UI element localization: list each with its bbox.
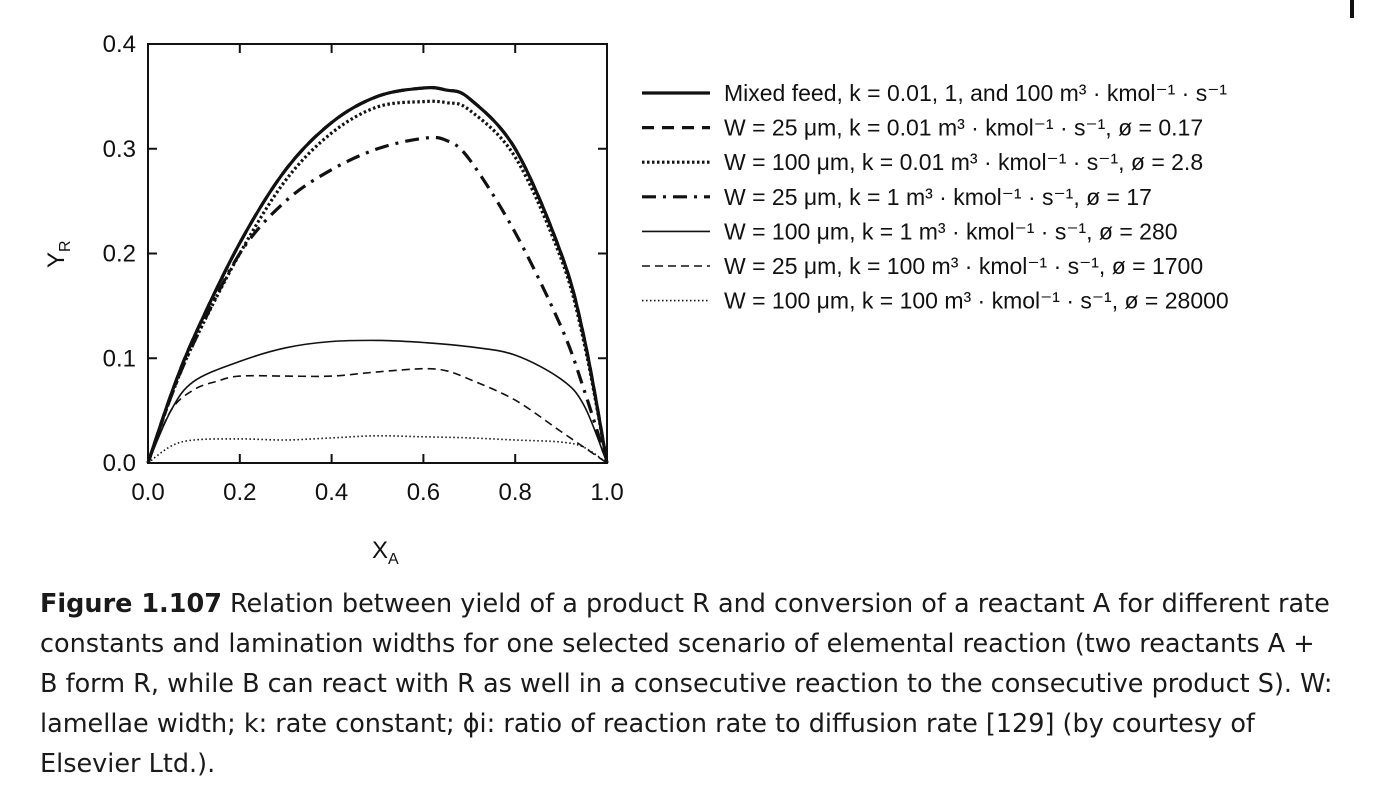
series-line-6 bbox=[147, 367, 608, 464]
plot-frame bbox=[147, 43, 608, 464]
x-axis-label-main: X bbox=[372, 537, 388, 564]
legend-label-1: Mixed feed, k = 0.01, 1, and 100 m³ · km… bbox=[724, 80, 1227, 106]
x-tick-label: 0.6 bbox=[407, 479, 440, 506]
series-line-2 bbox=[146, 86, 609, 464]
series-line-7 bbox=[147, 434, 608, 464]
y-axis-label-main: Y bbox=[43, 252, 70, 268]
legend: Mixed feed, k = 0.01, 1, and 100 m³ · km… bbox=[642, 80, 1229, 314]
yield-conversion-chart: 0.0 0.2 0.4 0.6 0.8 1.00.00.10.20.30.4 XA YR … bbox=[43, 31, 1229, 568]
x-axis-label-sub: A bbox=[388, 551, 399, 568]
legend-label-5: W = 100 μm, k = 1 m³ · kmol⁻¹ · s⁻¹, ø =… bbox=[724, 218, 1178, 244]
x-tick-label: 0.2 bbox=[223, 479, 256, 506]
x-axis-label: XA bbox=[372, 537, 399, 568]
y-tick-label: 0.3 bbox=[103, 136, 136, 163]
series-line-3 bbox=[146, 99, 609, 464]
x-tick-label: 0.0 bbox=[131, 479, 164, 506]
page-edge-mark bbox=[1350, 0, 1354, 18]
y-tick-label: 0.0 bbox=[103, 450, 136, 477]
figure-caption: Figure 1.107 Relation between yield of a … bbox=[40, 584, 1340, 784]
caption-label: Figure 1.107 bbox=[40, 589, 222, 619]
plot-lines bbox=[146, 86, 609, 464]
series-line-5 bbox=[147, 339, 608, 464]
y-tick-label: 0.1 bbox=[103, 345, 136, 372]
x-tick-label: 0.4 bbox=[315, 479, 348, 506]
legend-label-2: W = 25 μm, k = 0.01 m³ · kmol⁻¹ · s⁻¹, ø… bbox=[724, 115, 1203, 141]
y-tick-label: 0.2 bbox=[103, 241, 136, 268]
legend-label-4: W = 25 μm, k = 1 m³ · kmol⁻¹ · s⁻¹, ø = … bbox=[724, 184, 1152, 210]
legend-label-3: W = 100 μm, k = 0.01 m³ · kmol⁻¹ · s⁻¹, … bbox=[724, 149, 1203, 175]
y-axis-label: YR bbox=[43, 240, 74, 268]
x-tick-label: 0.8 bbox=[499, 479, 532, 506]
legend-label-6: W = 25 μm, k = 100 m³ · kmol⁻¹ · s⁻¹, ø … bbox=[724, 253, 1203, 279]
y-axis-label-sub: R bbox=[57, 240, 74, 252]
y-tick-label: 0.4 bbox=[103, 31, 136, 58]
axis-ticks: 0.0 0.2 0.4 0.6 0.8 1.0 0.0 0.1 0.2 0.3 0.4 bbox=[103, 31, 624, 506]
series-line-4 bbox=[146, 135, 609, 464]
x-tick-label: 1.0 bbox=[590, 479, 623, 506]
legend-label-7: W = 100 μm, k = 100 m³ · kmol⁻¹ · s⁻¹, ø… bbox=[724, 288, 1229, 314]
caption-text: Relation between yield of a product R an… bbox=[40, 589, 1333, 779]
